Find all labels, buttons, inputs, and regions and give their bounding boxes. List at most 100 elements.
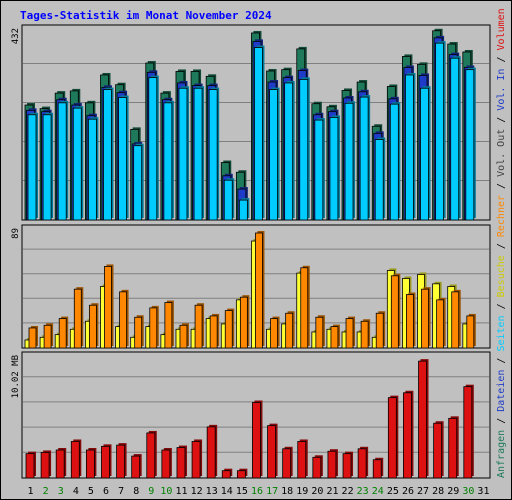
x-tick-label: 5 bbox=[88, 486, 94, 497]
bar-seiten-face bbox=[148, 77, 158, 221]
bar-seiten-face bbox=[254, 47, 263, 221]
bar-seiten-face bbox=[133, 145, 143, 221]
bar-volumen bbox=[267, 423, 278, 479]
bar-volumen bbox=[236, 468, 248, 479]
bar-volumen-face bbox=[25, 453, 35, 479]
bar-volumen-face bbox=[267, 425, 276, 479]
bar-rechner-face bbox=[194, 304, 203, 349]
legend-entry: Vol. Out bbox=[496, 129, 507, 177]
bar-volumen bbox=[25, 451, 36, 479]
bar-seiten bbox=[344, 101, 356, 221]
x-tick-label: 29 bbox=[447, 486, 459, 497]
legend-entry: / bbox=[496, 412, 507, 430]
bar-volumen-face bbox=[221, 470, 231, 479]
bar-volumen-face bbox=[448, 417, 458, 479]
bar-rechner bbox=[239, 295, 250, 349]
bar-seiten-face bbox=[57, 102, 67, 221]
bar-volumen-face bbox=[327, 450, 337, 479]
bar-seiten bbox=[103, 87, 114, 221]
bar-seiten bbox=[178, 86, 189, 221]
bar-seiten-face bbox=[178, 87, 188, 221]
panel-1-ymax-label: 432 bbox=[11, 28, 21, 44]
bar-seiten-face bbox=[344, 102, 354, 221]
legend-entry: Rechner bbox=[496, 195, 507, 237]
bar-rechner-face bbox=[315, 316, 324, 349]
bar-rechner bbox=[300, 265, 310, 349]
bar-rechner bbox=[179, 323, 189, 349]
bar-volumen-face bbox=[387, 397, 397, 479]
x-tick-label: 10 bbox=[160, 486, 172, 497]
bar-rechner bbox=[406, 292, 416, 349]
bar-seiten bbox=[420, 86, 431, 221]
bar-rechner bbox=[164, 300, 174, 349]
bar-volumen bbox=[342, 451, 354, 479]
bar-rechner bbox=[58, 316, 69, 349]
x-tick-label: 30 bbox=[462, 486, 474, 497]
bar-rechner bbox=[360, 319, 371, 349]
bar-volumen bbox=[206, 424, 218, 479]
bar-seiten bbox=[163, 100, 174, 221]
bar-volumen bbox=[387, 395, 399, 479]
bar-volumen bbox=[55, 447, 67, 479]
bar-seiten bbox=[299, 77, 310, 221]
bar-rechner bbox=[466, 313, 476, 349]
bar-volumen-face bbox=[85, 449, 95, 479]
bar-volumen-face bbox=[372, 459, 382, 479]
bar-rechner-face bbox=[451, 291, 460, 349]
bar-seiten-face bbox=[238, 199, 248, 221]
bar-rechner bbox=[149, 305, 159, 349]
bar-seiten-face bbox=[465, 69, 475, 221]
bar-rechner bbox=[421, 287, 431, 349]
bar-rechner-face bbox=[330, 326, 339, 349]
bar-rechner-face bbox=[224, 310, 233, 349]
bar-seiten-face bbox=[420, 87, 429, 221]
bar-rechner bbox=[119, 289, 129, 349]
bar-seiten bbox=[118, 95, 129, 221]
bar-rechner-face bbox=[436, 299, 445, 349]
bar-volumen-face bbox=[191, 441, 201, 479]
bar-seiten-face bbox=[405, 74, 414, 221]
legend-entry: Vol. In bbox=[496, 69, 507, 111]
x-tick-label: 23 bbox=[357, 486, 369, 497]
bar-rechner bbox=[224, 308, 235, 349]
bar-volumen-face bbox=[146, 432, 156, 479]
bar-rechner-face bbox=[406, 294, 414, 349]
bar-seiten bbox=[208, 87, 220, 221]
x-tick-label: 26 bbox=[402, 486, 414, 497]
bar-seiten-face bbox=[314, 119, 324, 221]
bar-volumen-face bbox=[55, 449, 65, 479]
bar-volumen bbox=[221, 468, 233, 479]
bar-seiten-face bbox=[450, 57, 460, 221]
bar-seiten bbox=[374, 137, 386, 221]
bar-rechner bbox=[436, 297, 446, 349]
x-tick-label: 16 bbox=[251, 486, 263, 497]
bar-volumen bbox=[418, 359, 429, 479]
bar-volumen bbox=[433, 421, 444, 479]
bar-volumen bbox=[70, 439, 82, 479]
legend-entry: Besuche bbox=[496, 255, 507, 297]
bar-rechner-face bbox=[28, 327, 37, 349]
bar-rechner-face bbox=[421, 288, 429, 349]
bar-volumen-face bbox=[418, 360, 427, 479]
bar-volumen bbox=[372, 457, 384, 479]
bar-seiten-face bbox=[269, 89, 278, 221]
bar-rechner bbox=[451, 289, 461, 349]
bar-seiten-face bbox=[118, 97, 127, 221]
bar-rechner-face bbox=[360, 320, 369, 349]
bar-rechner-face bbox=[255, 232, 263, 349]
bar-rechner bbox=[315, 315, 325, 349]
x-tick-label: 8 bbox=[133, 486, 139, 497]
legend-entry: Volumen bbox=[496, 8, 507, 50]
bar-seiten bbox=[359, 95, 371, 221]
bar-seiten bbox=[254, 45, 265, 221]
bar-seiten-face bbox=[299, 79, 309, 221]
bar-volumen-face bbox=[403, 392, 412, 479]
bar-seiten-face bbox=[27, 114, 37, 221]
bar-seiten bbox=[27, 112, 38, 221]
bar-seiten-face bbox=[103, 89, 112, 221]
x-tick-label: 2 bbox=[43, 486, 49, 497]
x-tick-label: 4 bbox=[73, 486, 79, 497]
panel-2-ymax-label: 89 bbox=[11, 228, 21, 239]
bar-rechner-face bbox=[134, 316, 143, 349]
bar-seiten-face bbox=[223, 179, 233, 221]
